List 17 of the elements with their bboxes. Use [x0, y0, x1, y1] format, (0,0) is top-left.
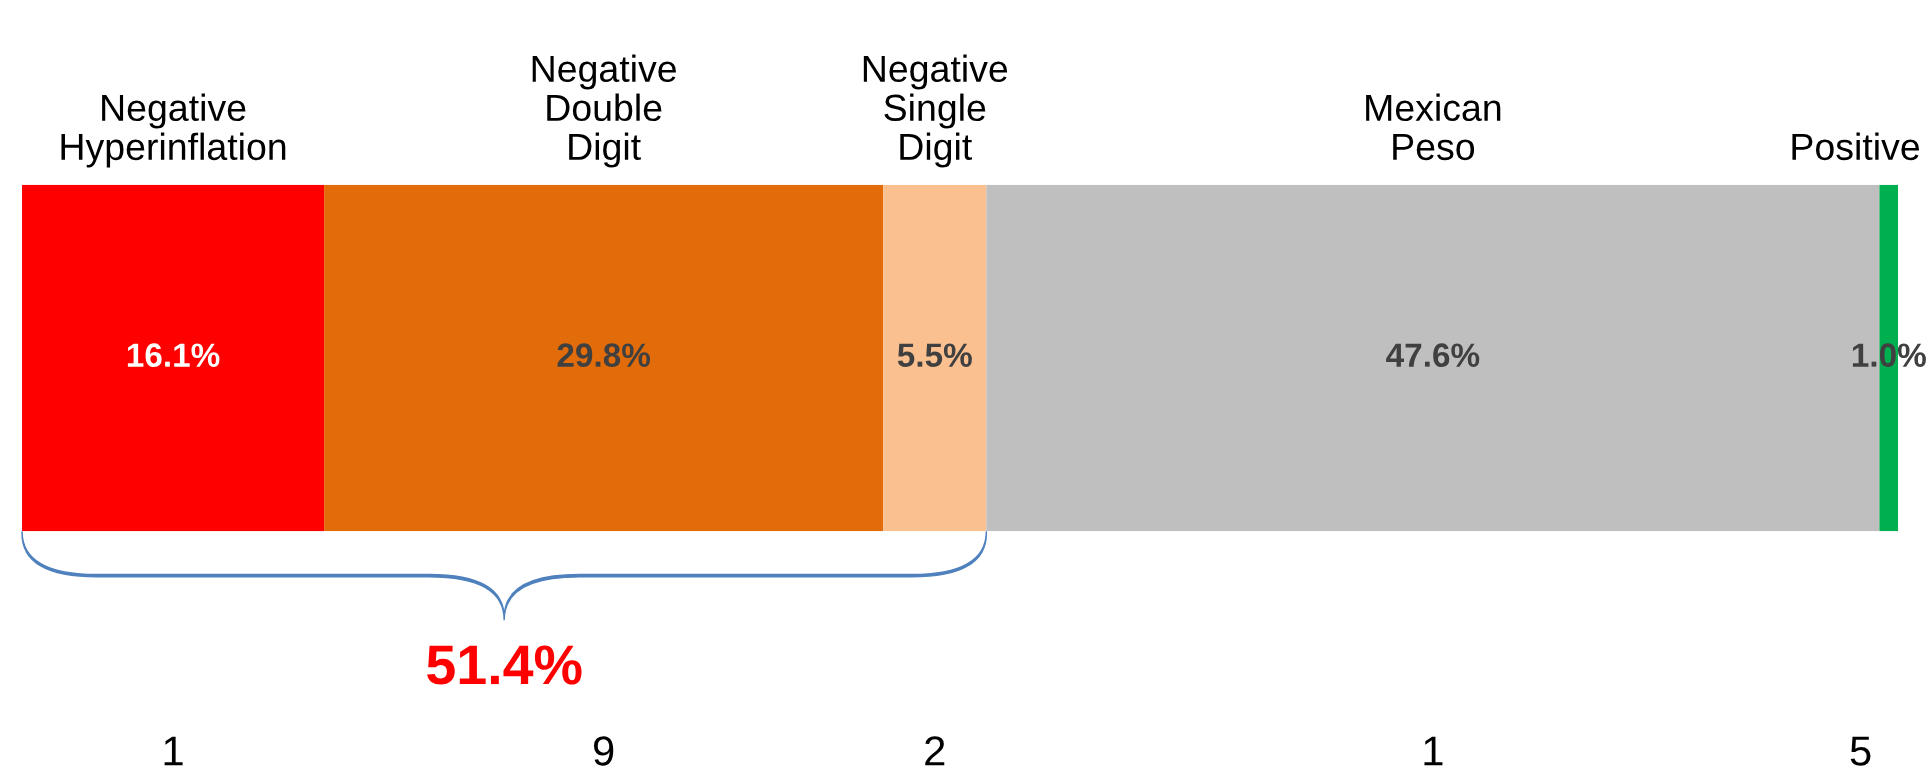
text: 1 [164, 736, 183, 766]
series-label: Negative Single Digit [863, 54, 1008, 168]
data-label: 5.5% [897, 343, 972, 367]
data-label: 47.6% [1386, 343, 1480, 367]
text: 5 [1850, 736, 1871, 766]
data-label: 16.1% [127, 343, 220, 367]
text: 51.4% [427, 645, 582, 685]
data-label: 29.8% [557, 343, 650, 367]
bar [883, 184, 987, 532]
text: 9 [593, 736, 614, 766]
bar [22, 184, 325, 532]
series-label: Negative Hyperinflation [61, 93, 286, 168]
text: 1 [1424, 736, 1443, 766]
series-label: Negative Double Digit [532, 54, 676, 168]
series-label: Positive [1792, 132, 1920, 161]
series-label: Mexican Peso [1366, 93, 1501, 161]
text: 2 [925, 736, 945, 766]
